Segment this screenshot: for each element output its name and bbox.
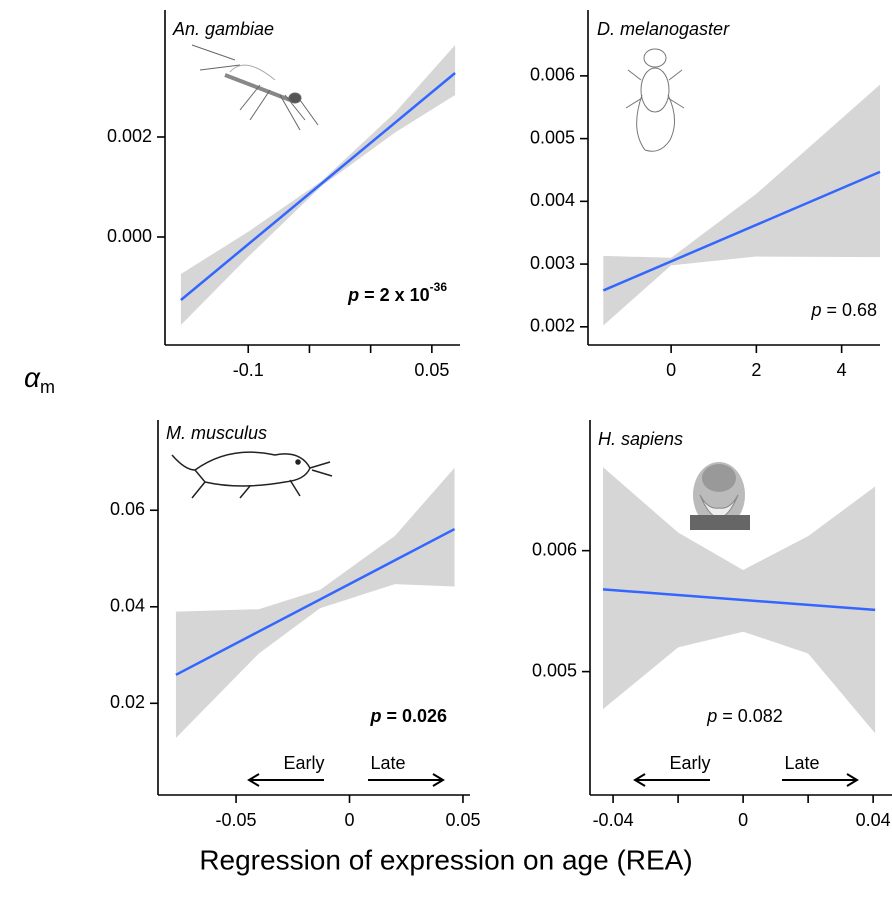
early-arrow [247, 773, 324, 787]
p-text: = 0.68 [821, 300, 877, 320]
y-tick-label: 0.005 [532, 660, 577, 680]
y-axis-symbol: α [24, 362, 41, 393]
regression-line [180, 72, 456, 301]
darwin-illustration [690, 462, 750, 530]
y-tick-label: 0.02 [110, 692, 145, 712]
regression-line [602, 170, 881, 292]
x-tick-label: 0.05 [414, 360, 449, 380]
late-arrow [782, 773, 859, 787]
x-tick-label: 0 [345, 810, 355, 830]
x-axis-label: Regression of expression on age (REA) [199, 844, 692, 875]
x-tick-label: -0.04 [593, 810, 634, 830]
y-tick-label: 0.004 [530, 190, 575, 210]
regression-line [602, 588, 876, 612]
y-axis-subscript: m [40, 377, 55, 397]
x-tick-label: 0.05 [445, 810, 480, 830]
y-tick-label: 0.06 [110, 499, 145, 519]
panel-title: D. melanogaster [597, 19, 730, 39]
x-tick-label: -0.05 [216, 810, 257, 830]
y-tick-label: 0.006 [530, 65, 575, 85]
regression-line [175, 527, 456, 676]
fly-illustration [625, 48, 685, 152]
p-value: p = 0.082 [706, 706, 783, 726]
x-tick-label: 0 [738, 810, 748, 830]
direction-label: Late [784, 753, 819, 773]
panel-title: An. gambiae [172, 19, 274, 39]
p-text: = 2 x 10 [359, 285, 430, 305]
direction-label: Early [283, 753, 324, 773]
late-arrow [368, 773, 445, 787]
panel-title: H. sapiens [598, 429, 683, 449]
x-tick-label: 0 [666, 360, 676, 380]
p-value: p = 0.026 [369, 706, 447, 726]
panel-title: M. musculus [166, 423, 267, 443]
mosquito-illustration [191, 44, 319, 131]
mouse-illustration [171, 451, 333, 499]
y-tick-label: 0.002 [107, 126, 152, 146]
y-tick-label: 0.002 [530, 316, 575, 336]
x-tick-label: -0.1 [233, 360, 264, 380]
p-symbol: p [810, 300, 821, 320]
y-tick-label: 0.005 [530, 127, 575, 147]
y-tick-label: 0.003 [530, 253, 575, 273]
confidence-band [603, 84, 880, 326]
p-text: = 0.026 [381, 706, 447, 726]
p-value: p = 2 x 10-36 [347, 280, 447, 305]
y-tick-label: 0.04 [110, 596, 145, 616]
y-axis-label: αm [24, 362, 55, 396]
y-tick-label: 0.006 [532, 539, 577, 559]
p-text: = 0.082 [717, 706, 783, 726]
p-symbol: p [369, 706, 381, 726]
p-symbol: p [706, 706, 717, 726]
p-exponent: -36 [430, 280, 448, 294]
p-symbol: p [347, 285, 359, 305]
y-tick-label: 0.000 [107, 226, 152, 246]
direction-label: Late [370, 753, 405, 773]
p-value: p = 0.68 [810, 300, 877, 320]
early-arrow [633, 773, 710, 787]
x-tick-label: 2 [751, 360, 761, 380]
direction-label: Early [669, 753, 710, 773]
x-tick-label: 4 [837, 360, 847, 380]
x-tick-label: 0.04 [856, 810, 891, 830]
